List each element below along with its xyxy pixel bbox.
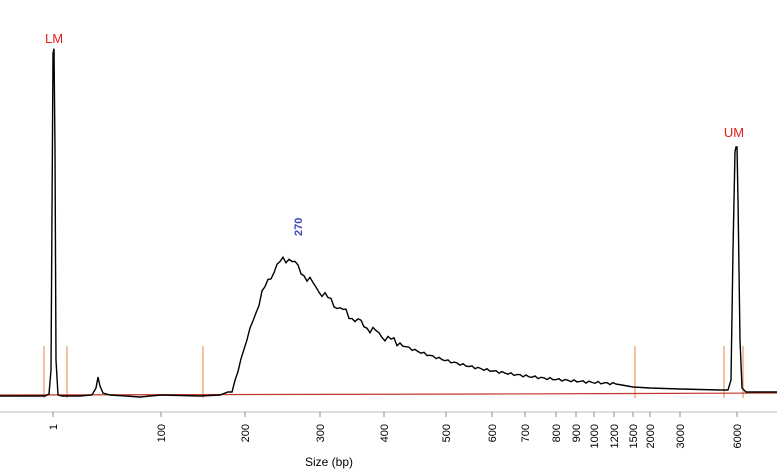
x-tick-label: 1000 bbox=[589, 424, 601, 448]
peak-label: 270 bbox=[293, 218, 305, 236]
x-tick-label: 1200 bbox=[609, 424, 621, 448]
region-bound-lines bbox=[43, 346, 744, 398]
x-tick-label: 1 bbox=[48, 424, 60, 430]
x-tick-label: 700 bbox=[520, 424, 532, 442]
x-tick-label: 400 bbox=[379, 424, 391, 442]
electropherogram-trace bbox=[0, 48, 777, 398]
x-tick-label: 200 bbox=[240, 424, 252, 442]
x-tick-label: 6000 bbox=[732, 424, 744, 448]
x-axis-title: Size (bp) bbox=[305, 455, 353, 469]
x-tick-label: 500 bbox=[441, 424, 453, 442]
annotation-labels: LM UM 270 bbox=[45, 31, 744, 236]
x-tick-label: 900 bbox=[571, 424, 583, 442]
x-tick-label: 1500 bbox=[628, 424, 640, 448]
baseline-line bbox=[0, 392, 777, 396]
marker-label-um: UM bbox=[724, 125, 744, 140]
x-tick-label: 300 bbox=[315, 424, 327, 442]
x-axis-ticks: 1 100 200 300 400 500 600 700 800 900 1000 1200 1500… bbox=[48, 412, 744, 448]
marker-label-lm: LM bbox=[45, 31, 63, 46]
x-tick-label: 3000 bbox=[675, 424, 687, 448]
x-tick-label: 600 bbox=[487, 424, 499, 442]
x-tick-label: 800 bbox=[551, 424, 563, 442]
x-tick-label: 2000 bbox=[645, 424, 657, 448]
x-tick-label: 100 bbox=[156, 424, 168, 442]
